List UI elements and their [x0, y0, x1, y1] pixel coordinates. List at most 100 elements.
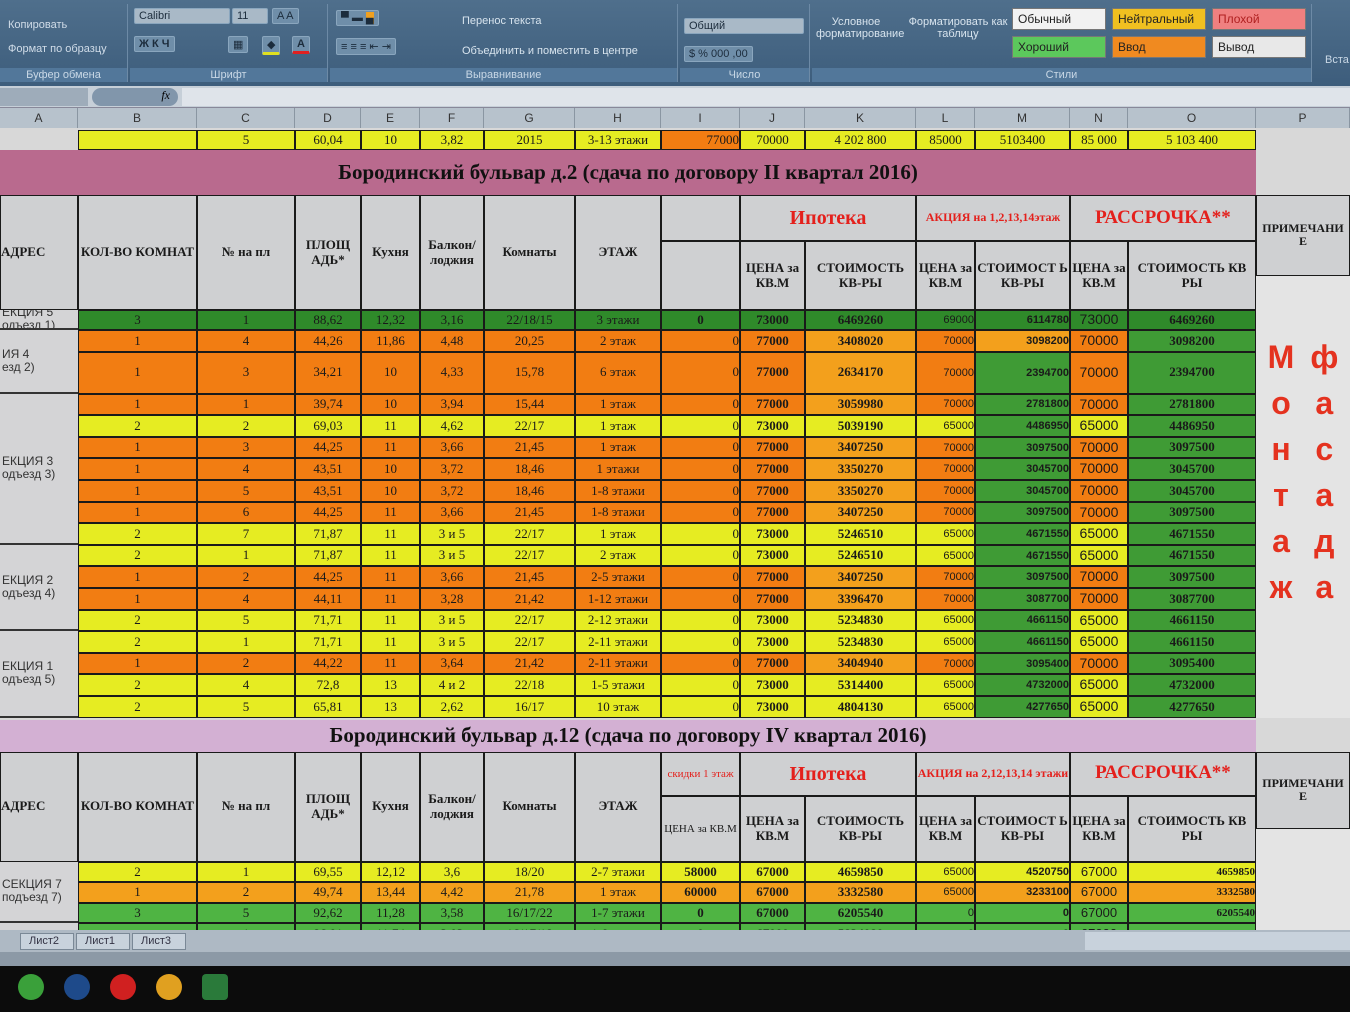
sheet-tab-Лист2[interactable]: Лист2 — [20, 933, 74, 950]
cell-B[interactable]: 2 — [78, 696, 197, 718]
column-header-K[interactable]: K — [805, 108, 916, 128]
cell-M[interactable]: 4277650 — [975, 696, 1070, 718]
cell-O[interactable]: 3095400 — [1128, 652, 1256, 675]
cell-K[interactable]: 3407250 — [805, 566, 916, 588]
cell-E[interactable]: 13,44 — [361, 882, 420, 903]
cell-J[interactable]: 77000 — [740, 330, 805, 352]
cell-I[interactable]: 0 — [661, 631, 740, 653]
cell-K[interactable]: 3350270 — [805, 480, 916, 502]
cell-J[interactable]: 73000 — [740, 310, 805, 330]
cell-O[interactable]: 3087700 — [1128, 588, 1256, 610]
cell-M[interactable]: 2394700 — [975, 351, 1070, 394]
bold-button[interactable]: Ж К Ч — [134, 36, 175, 52]
cell-N[interactable]: 65000 — [1070, 609, 1128, 632]
cell-top-G[interactable]: 2015 — [484, 130, 575, 150]
cell-H[interactable]: 10 этаж — [575, 696, 661, 718]
format-painter-button[interactable]: Формат по образцу — [8, 43, 107, 55]
cell-H[interactable]: 1-12 этажи — [575, 588, 661, 610]
cell-J[interactable]: 77000 — [740, 351, 805, 394]
cell-H[interactable]: 1 этаж — [575, 882, 661, 903]
column-header-D[interactable]: D — [295, 108, 361, 128]
cell-G[interactable]: 22/18/15 — [484, 310, 575, 330]
cell-top-N[interactable]: 85 000 — [1070, 130, 1128, 150]
cell-K[interactable]: 3404940 — [805, 652, 916, 675]
cell-G[interactable]: 22/18 — [484, 674, 575, 696]
cell-E[interactable]: 11 — [361, 544, 420, 567]
cell-L[interactable]: 0 — [916, 923, 975, 930]
column-header-O[interactable]: O — [1128, 108, 1256, 128]
cell-M[interactable]: 3095400 — [975, 652, 1070, 675]
cell-O[interactable]: 4671550 — [1128, 523, 1256, 545]
cell-N[interactable]: 67000 — [1070, 861, 1128, 883]
cell-D[interactable]: 44,25 — [295, 566, 361, 588]
cell-N[interactable]: 70000 — [1070, 501, 1128, 524]
cell-H[interactable]: 2 этаж — [575, 544, 661, 567]
cell-B[interactable]: 1 — [78, 652, 197, 675]
cell-F[interactable]: 3,64 — [420, 652, 484, 675]
cell-E[interactable]: 11 — [361, 609, 420, 632]
worksheet-grid[interactable]: 5 60,04 10 3,82 2015 3-13 этажи 77000 70000 4 20… — [0, 128, 1350, 930]
percent-icon[interactable]: $ % 000 ,00 — [684, 46, 753, 62]
column-header-E[interactable]: E — [361, 108, 420, 128]
cell-B[interactable]: 2 — [78, 861, 197, 883]
cell-C[interactable]: 4 — [197, 458, 295, 480]
cell-I[interactable]: 0 — [661, 566, 740, 588]
cell-D[interactable]: 39,74 — [295, 393, 361, 416]
cell-L[interactable]: 70000 — [916, 458, 975, 480]
cell-B[interactable]: 1 — [78, 351, 197, 394]
cell-L[interactable]: 70000 — [916, 566, 975, 588]
horizontal-scrollbar[interactable] — [1085, 932, 1350, 950]
cell-N[interactable]: 70000 — [1070, 480, 1128, 502]
cell-I[interactable]: 0 — [661, 902, 740, 924]
cell-L[interactable]: 65000 — [916, 415, 975, 437]
cell-E[interactable]: 11 — [361, 588, 420, 610]
cell-J[interactable]: 77000 — [740, 588, 805, 610]
cell-E[interactable]: 11 — [361, 523, 420, 545]
cell-B[interactable]: 1 — [78, 436, 197, 459]
cell-F[interactable]: 2,62 — [420, 696, 484, 718]
cell-D[interactable]: 49,74 — [295, 882, 361, 903]
cell-N[interactable]: 67000 — [1070, 882, 1128, 903]
column-header-I[interactable]: I — [661, 108, 740, 128]
column-header-M[interactable]: M — [975, 108, 1070, 128]
cell-B[interactable]: 1 — [78, 458, 197, 480]
cell-L[interactable]: 70000 — [916, 501, 975, 524]
style-2[interactable]: Плохой — [1212, 8, 1306, 30]
cell-K[interactable]: 3350270 — [805, 458, 916, 480]
cell-G[interactable]: 15,78 — [484, 351, 575, 394]
cell-E[interactable]: 10 — [361, 458, 420, 480]
cell-M[interactable]: 4671550 — [975, 544, 1070, 567]
cell-L[interactable]: 65000 — [916, 861, 975, 883]
cell-L[interactable]: 70000 — [916, 393, 975, 416]
cell-C[interactable]: 3 — [197, 351, 295, 394]
cell-H[interactable]: 2-7 этажи — [575, 861, 661, 883]
cell-F[interactable]: 3 и 5 — [420, 523, 484, 545]
cell-K[interactable]: 4659850 — [805, 861, 916, 883]
cell-M[interactable]: 3045700 — [975, 458, 1070, 480]
cell-J[interactable]: 77000 — [740, 458, 805, 480]
fx-button[interactable]: fx — [92, 88, 178, 106]
cell-N[interactable]: 70000 — [1070, 652, 1128, 675]
cell-F[interactable]: 3 и 5 — [420, 544, 484, 567]
cell-N[interactable]: 70000 — [1070, 351, 1128, 394]
column-header-J[interactable]: J — [740, 108, 805, 128]
style-4[interactable]: Ввод — [1112, 36, 1206, 58]
cell-B[interactable]: 2 — [78, 544, 197, 567]
style-3[interactable]: Хороший — [1012, 36, 1106, 58]
cell-L[interactable]: 69000 — [916, 310, 975, 330]
cell-F[interactable]: 3,16 — [420, 310, 484, 330]
cell-B[interactable] — [78, 923, 197, 930]
cell-C[interactable]: 4 — [197, 588, 295, 610]
formula-input[interactable] — [182, 88, 1350, 106]
cell-C[interactable]: 1 — [197, 310, 295, 330]
cell-J[interactable]: 73000 — [740, 631, 805, 653]
cell-M[interactable]: 4486950 — [975, 415, 1070, 437]
cell-K[interactable]: 5234830 — [805, 609, 916, 632]
cell-L[interactable]: 65000 — [916, 609, 975, 632]
font-size-select[interactable]: 11 — [232, 8, 268, 24]
cell-C[interactable]: 1 — [197, 631, 295, 653]
cell-J[interactable]: 73000 — [740, 674, 805, 696]
cell-J[interactable]: 77000 — [740, 566, 805, 588]
cell-K[interactable]: 5834080 — [805, 923, 916, 930]
cell-L[interactable]: 70000 — [916, 480, 975, 502]
